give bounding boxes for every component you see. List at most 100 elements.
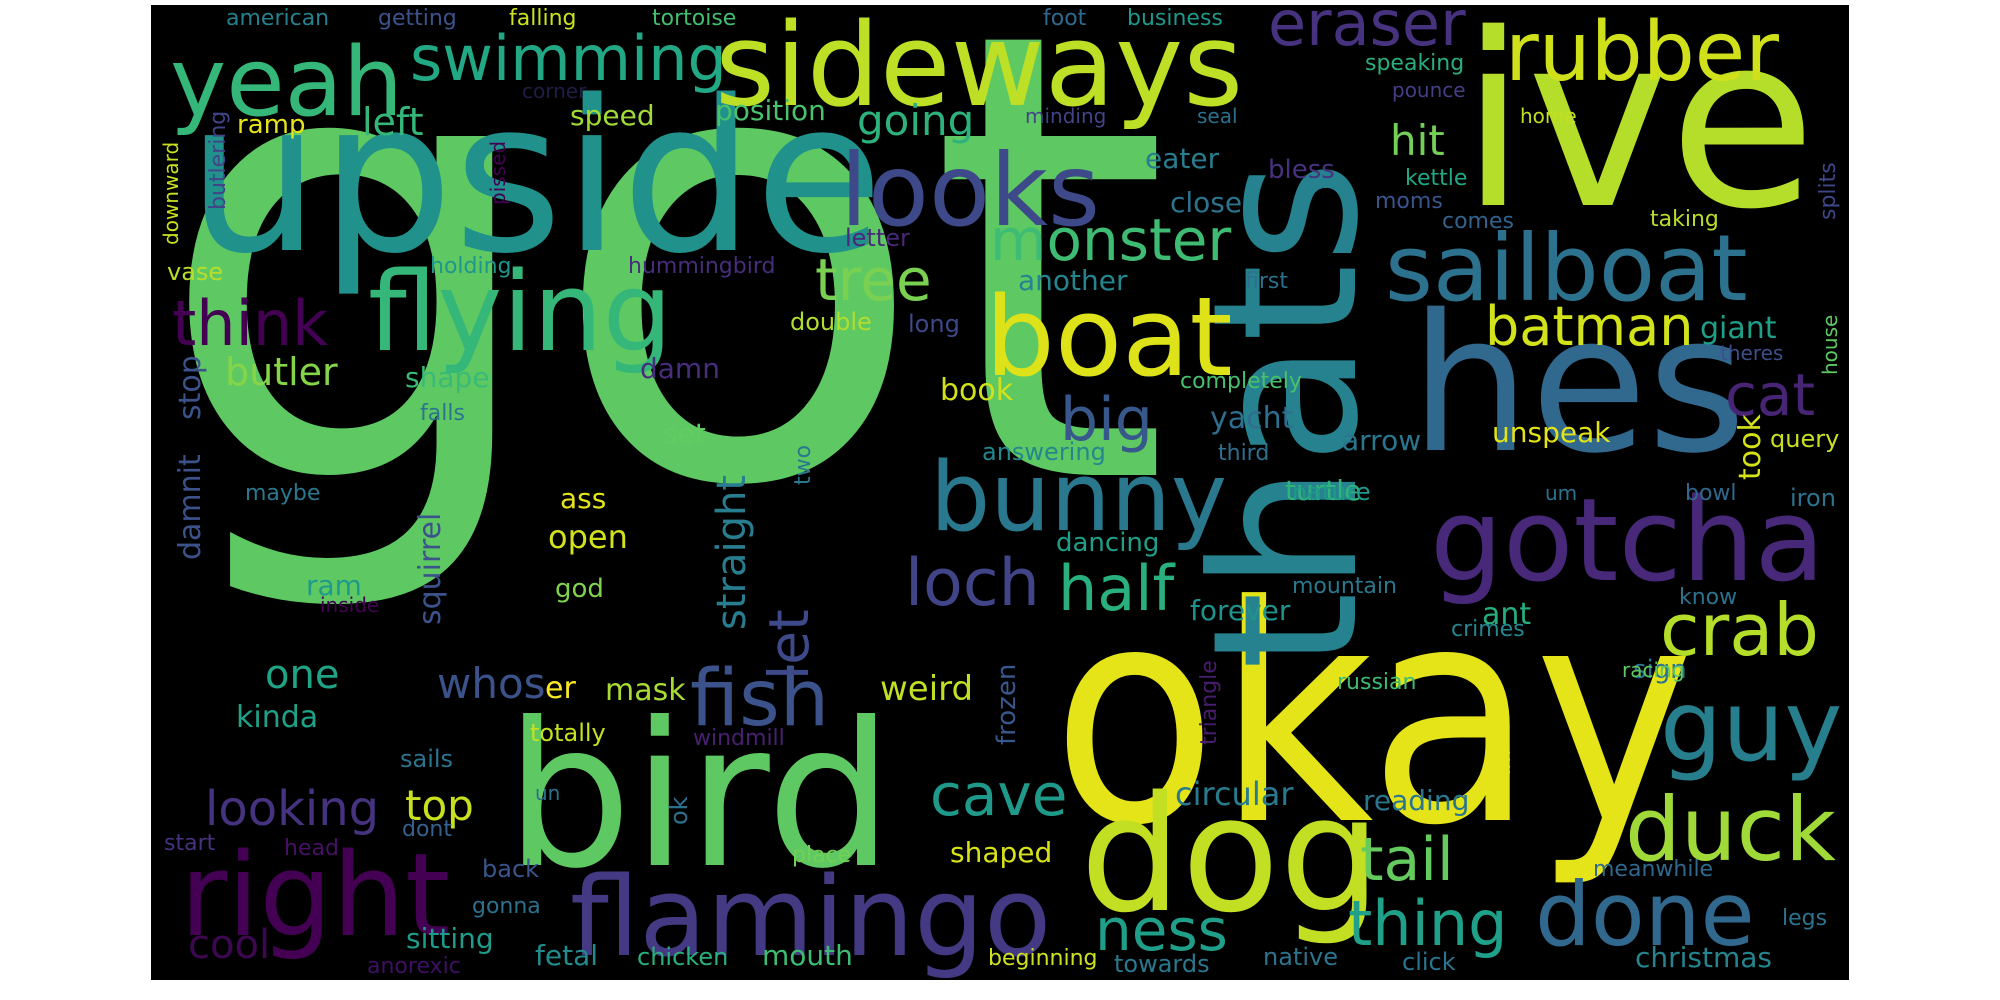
word-head: head — [284, 836, 339, 861]
word-beginning: beginning — [988, 946, 1097, 971]
word-gonna: gonna — [472, 894, 541, 919]
word-going: going — [857, 96, 974, 145]
word-book: book — [940, 373, 1014, 408]
word-chicken: chicken — [637, 943, 728, 971]
word-moms: moms — [1375, 189, 1443, 214]
word-weird: weird — [880, 669, 973, 709]
word-guy: guy — [1660, 670, 1842, 784]
word-bowl: bowl — [1685, 481, 1737, 506]
word-ok: ok — [665, 796, 693, 825]
word-first: first — [1245, 269, 1288, 294]
word-reading: reading — [1363, 784, 1469, 817]
word-maybe: maybe — [245, 481, 320, 506]
word-sitting: sitting — [406, 922, 494, 955]
word-er: er — [545, 671, 576, 706]
word-yeah: yeah — [170, 28, 403, 138]
word-foot: foot — [1043, 6, 1087, 31]
word-bless: bless — [1268, 155, 1335, 185]
word-meanwhile: meanwhile — [1593, 857, 1713, 882]
word-legs: legs — [1782, 906, 1827, 931]
word-ant: ant — [1482, 597, 1531, 632]
word-damn: damn — [640, 352, 720, 385]
word-vase: vase — [167, 258, 223, 286]
word-flamingo: flamingo — [570, 853, 1051, 981]
word-hes: hes — [1410, 274, 1746, 495]
word-im: im — [1491, 750, 1515, 775]
word-shape: shape — [405, 361, 490, 394]
word-sails: sails — [400, 745, 453, 773]
word-um: um — [1545, 481, 1577, 505]
word-know: know — [1679, 585, 1737, 610]
word-giant: giant — [1700, 311, 1777, 346]
word-flying: flying — [368, 248, 673, 376]
word-right: right — [180, 829, 450, 963]
word-top: top — [405, 781, 474, 830]
word-crimes: crimes — [1451, 617, 1525, 642]
word-swimming: swimming — [410, 22, 727, 95]
word-ive: ive — [1460, 0, 1816, 262]
word-fetal: fetal — [535, 939, 598, 972]
word-tail: tail — [1360, 825, 1454, 895]
word-theres: theres — [1720, 341, 1783, 365]
word-dont: dont — [402, 817, 452, 842]
word-frozen: frozen — [992, 664, 1022, 745]
word-monster: monster — [990, 206, 1231, 274]
word-fish: fish — [690, 654, 829, 744]
word-hit: hit — [1390, 116, 1445, 165]
word-triangle: triangle — [1197, 660, 1222, 745]
word-close: close — [1170, 186, 1242, 219]
word-took: took — [1733, 414, 1768, 480]
word-looks: looks — [840, 132, 1100, 249]
word-christmas: christmas — [1635, 941, 1772, 974]
word-ness: ness — [1095, 896, 1228, 964]
word-rubber: rubber — [1505, 5, 1779, 100]
word-done: done — [1535, 863, 1755, 966]
word-batman: batman — [1485, 295, 1693, 358]
word-dancing: dancing — [1056, 528, 1159, 558]
word-forever: forever — [1190, 594, 1291, 627]
word-third: third — [1218, 441, 1269, 466]
word-arrow: arrow — [1342, 424, 1421, 457]
word-eraser: eraser — [1268, 0, 1466, 60]
word-start: start — [164, 831, 216, 856]
word-loch: loch — [905, 546, 1040, 621]
word-mouth: mouth — [762, 939, 853, 972]
word-cool: cool — [188, 922, 270, 968]
word-set: set — [663, 417, 706, 450]
word-left: left — [362, 100, 424, 144]
word-one: one — [265, 652, 339, 698]
word-falling: falling — [509, 6, 576, 31]
word-speed: speed — [570, 99, 655, 132]
word-boat: boat — [985, 273, 1233, 401]
word-click: click — [1402, 948, 1456, 976]
word-comes: comes — [1442, 209, 1514, 234]
word-okay: okay — [1052, 542, 1694, 891]
word-cat: cat — [1725, 361, 1815, 429]
word-dog: dog — [1080, 761, 1381, 948]
word-mountain: mountain — [1292, 574, 1397, 599]
word-minding: minding — [1025, 104, 1106, 128]
word-getting: getting — [378, 6, 457, 31]
word-squirrel: squirrel — [413, 513, 448, 625]
word-back: back — [482, 855, 539, 883]
word-shaped: shaped — [950, 836, 1052, 869]
word-butlering: butlering — [206, 111, 231, 210]
word-un: un — [535, 781, 560, 805]
word-thats: thats — [1170, 160, 1403, 670]
word-ram: ram — [306, 569, 362, 602]
word-butler: butler — [225, 350, 338, 394]
word-kettle: kettle — [1405, 166, 1467, 191]
word-crab: crab — [1660, 588, 1819, 672]
word-mask: mask — [605, 673, 686, 708]
word-place: place — [792, 843, 851, 868]
word-yacht: yacht — [1210, 401, 1294, 436]
word-sign: sign — [1633, 655, 1687, 685]
word-answering: answering — [982, 438, 1106, 466]
word-house: house — [1818, 315, 1842, 375]
word-holding: holding — [430, 254, 512, 279]
word-looking: looking — [205, 781, 379, 837]
word-russian: russian — [1337, 670, 1416, 695]
